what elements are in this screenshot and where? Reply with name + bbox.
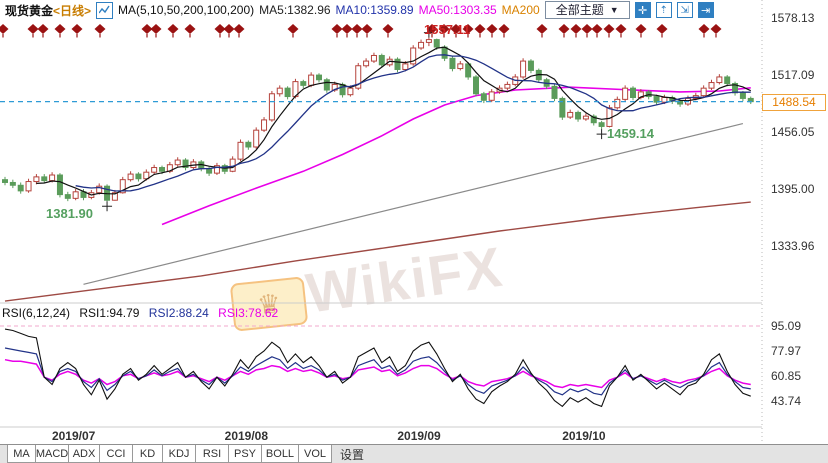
exit-icon[interactable]: ⇥ [697, 2, 714, 18]
rsi-axis-label: 77.97 [771, 344, 802, 358]
high-price-annotation: 1557.11 [424, 22, 471, 37]
theme-dropdown-label: 全部主题 [555, 3, 604, 17]
fit-vertical-icon[interactable]: ⇡ [655, 2, 672, 18]
price-axis-label: 1395.00 [771, 182, 815, 196]
event-markers [0, 24, 722, 38]
low-price-annotation: 1381.90 [46, 206, 93, 221]
price-axis-label: 1456.05 [771, 125, 815, 139]
rsi2-value: RSI2:88.24 [148, 306, 209, 320]
candles [2, 37, 754, 202]
x-axis-month-label: 2019/08 [224, 429, 269, 443]
rsi-settings-label: RSI(6,12,24) [2, 306, 71, 320]
plot-layers [0, 24, 760, 408]
chart-header: 现货黄金 <日线> MA(5,10,50,200,100,200) MA5:138… [0, 0, 828, 20]
x-axis-month-label: 2019/10 [562, 429, 606, 443]
period-label: <日线> [53, 3, 92, 18]
price-axis-label: 1578.13 [771, 11, 815, 25]
price-axis-label: 1333.96 [771, 239, 815, 253]
chart-type-icon[interactable] [96, 1, 114, 19]
rsi-axis-label: 95.09 [771, 319, 802, 333]
tab-macd[interactable]: MACD [35, 445, 69, 463]
tab-cci[interactable]: CCI [99, 445, 133, 463]
theme-dropdown[interactable]: 全部主题 ▼ [544, 1, 630, 19]
x-axis-month-label: 2019/07 [51, 429, 96, 443]
tab-boll[interactable]: BOLL [261, 445, 299, 463]
ma50-value: MA50:1303.35 [418, 3, 497, 17]
rsi-axis-label: 43.74 [771, 393, 802, 408]
ma-settings-label: MA(5,10,50,200,100,200) [118, 3, 255, 17]
x-axis-month-label: 2019/09 [397, 429, 441, 443]
tab-vol[interactable]: VOL [298, 445, 332, 463]
tab-adx[interactable]: ADX [68, 445, 100, 463]
rsi-axis-label: 60.85 [771, 369, 802, 383]
current-price-badge: 1488.54 [762, 94, 826, 111]
rsi-header: RSI(6,12,24) RSI1:94.79 RSI2:88.24 RSI3:… [2, 306, 284, 320]
ma200-value: MA200 [501, 3, 540, 17]
chevron-down-icon: ▼ [609, 5, 619, 15]
tab-rsi[interactable]: RSI [195, 445, 229, 463]
ma10-value: MA10:1359.89 [335, 3, 414, 17]
tab-kd[interactable]: KD [132, 445, 163, 463]
indicator-tabbar: MA MACD ADX CCI KD KDJ RSI PSY BOLL VOL 设置 [0, 444, 828, 463]
tab-ma[interactable]: MA [7, 445, 36, 463]
tab-psy[interactable]: PSY [228, 445, 262, 463]
tab-kdj[interactable]: KDJ [162, 445, 196, 463]
rsi3-value: RSI3:78.62 [218, 306, 279, 320]
ma5-value: MA5:1382.96 [259, 3, 331, 17]
pan-icon[interactable]: ✛ [634, 2, 651, 18]
tab-settings[interactable]: 设置 [340, 447, 365, 462]
price-axis-label: 1517.09 [771, 68, 815, 82]
rsi1-value: RSI1:94.79 [79, 306, 140, 320]
fit-horizontal-icon[interactable]: ⇲ [676, 2, 693, 18]
low-price-annotation: 1459.14 [607, 126, 654, 141]
symbol-name: 现货黄金 [5, 3, 54, 18]
